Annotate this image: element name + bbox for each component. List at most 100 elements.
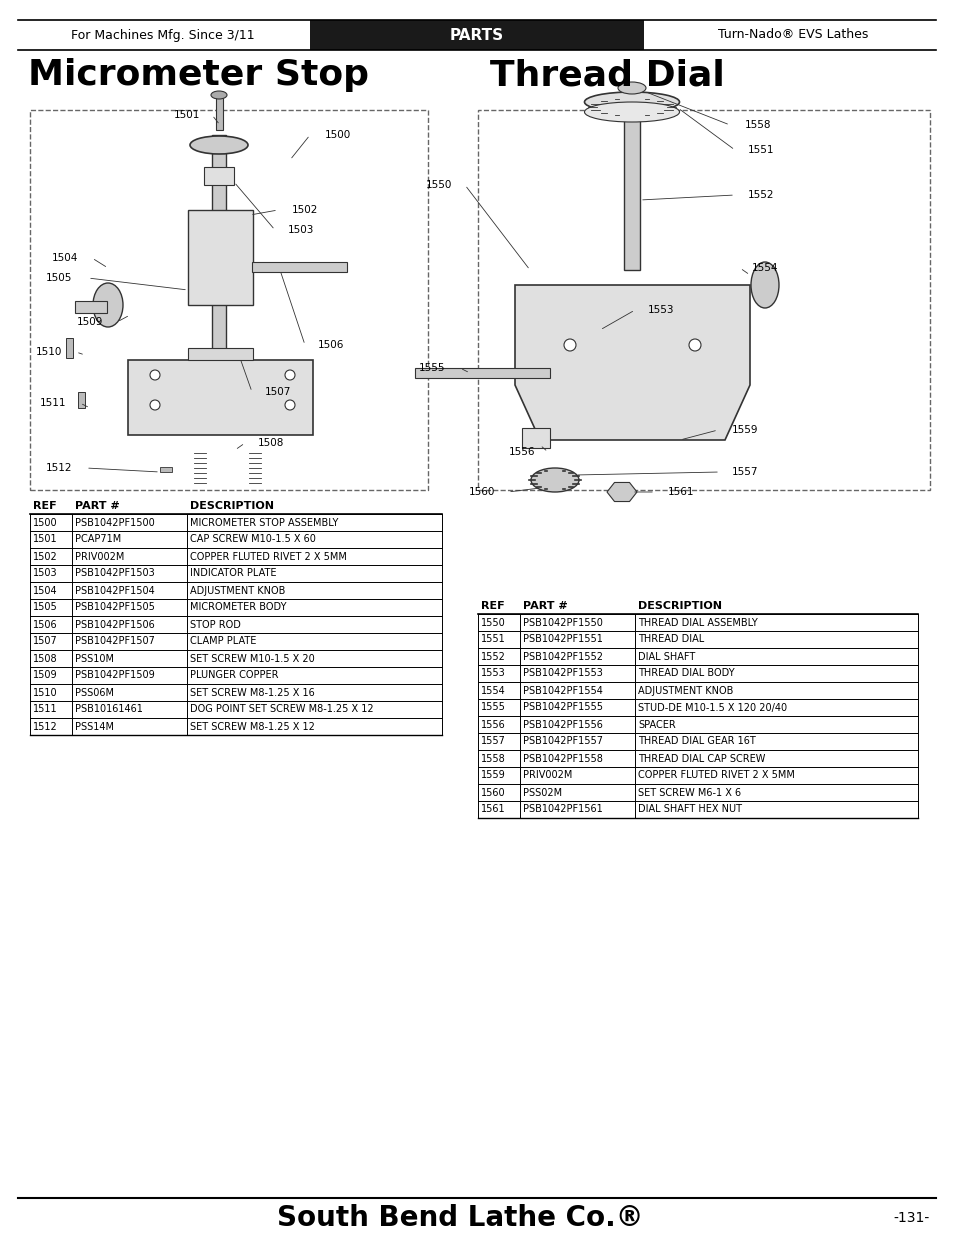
Text: 1560: 1560	[480, 788, 505, 798]
Bar	[188, 348, 253, 359]
Text: PART #: PART #	[75, 501, 120, 511]
Text: PART #: PART #	[522, 601, 567, 611]
Text: 1511: 1511	[39, 398, 66, 408]
Text: 1556: 1556	[480, 720, 505, 730]
Bar	[78, 391, 85, 408]
Text: Micrometer Stop: Micrometer Stop	[28, 58, 369, 91]
Text: 1509: 1509	[76, 317, 103, 327]
Text: PSB10161461: PSB10161461	[75, 704, 143, 715]
Text: 1500: 1500	[33, 517, 57, 527]
Text: CAP SCREW M10-1.5 X 60: CAP SCREW M10-1.5 X 60	[190, 535, 315, 545]
Polygon shape	[515, 285, 749, 440]
Text: COPPER FLUTED RIVET 2 X 5MM: COPPER FLUTED RIVET 2 X 5MM	[190, 552, 347, 562]
Text: THREAD DIAL BODY: THREAD DIAL BODY	[638, 668, 734, 678]
Circle shape	[150, 370, 160, 380]
Text: 1555: 1555	[418, 363, 444, 373]
Text: PSB1042PF1561: PSB1042PF1561	[522, 804, 602, 815]
Text: 1502: 1502	[292, 205, 318, 215]
Text: PSB1042PF1503: PSB1042PF1503	[75, 568, 154, 578]
Bar	[75, 301, 107, 312]
Text: Thread Dial: Thread Dial	[490, 58, 724, 91]
Text: 1501: 1501	[173, 110, 200, 120]
Text: 1555: 1555	[480, 703, 505, 713]
Text: PSB1042PF1509: PSB1042PF1509	[75, 671, 154, 680]
Text: SET SCREW M6-1 X 6: SET SCREW M6-1 X 6	[638, 788, 740, 798]
Circle shape	[563, 338, 576, 351]
Ellipse shape	[584, 103, 679, 122]
Text: THREAD DIAL: THREAD DIAL	[638, 635, 703, 645]
Text: 1559: 1559	[731, 425, 758, 435]
Text: 1507: 1507	[265, 387, 291, 396]
Text: 1552: 1552	[480, 652, 505, 662]
Text: 1501: 1501	[33, 535, 57, 545]
Text: DOG POINT SET SCREW M8-1.25 X 12: DOG POINT SET SCREW M8-1.25 X 12	[190, 704, 374, 715]
Text: 1510: 1510	[35, 347, 62, 357]
Text: 1557: 1557	[731, 467, 758, 477]
Text: CLAMP PLATE: CLAMP PLATE	[190, 636, 256, 646]
Text: PSS14M: PSS14M	[75, 721, 113, 731]
Bar	[215, 91, 223, 130]
Text: 1508: 1508	[33, 653, 57, 663]
Text: DESCRIPTION: DESCRIPTION	[190, 501, 274, 511]
Text: PARTS: PARTS	[450, 27, 503, 42]
Text: PSS02M: PSS02M	[522, 788, 561, 798]
Text: 1508: 1508	[257, 438, 284, 448]
Ellipse shape	[531, 468, 578, 492]
Text: PLUNGER COPPER: PLUNGER COPPER	[190, 671, 278, 680]
Text: For Machines Mfg. Since 3/11: For Machines Mfg. Since 3/11	[71, 28, 254, 42]
Text: 1551: 1551	[747, 144, 774, 156]
Text: DIAL SHAFT HEX NUT: DIAL SHAFT HEX NUT	[638, 804, 741, 815]
Text: THREAD DIAL CAP SCREW: THREAD DIAL CAP SCREW	[638, 753, 764, 763]
Text: 1561: 1561	[667, 487, 694, 496]
Text: SET SCREW M8-1.25 X 16: SET SCREW M8-1.25 X 16	[190, 688, 314, 698]
Text: PSB1042PF1505: PSB1042PF1505	[75, 603, 154, 613]
Text: PSB1042PF1506: PSB1042PF1506	[75, 620, 154, 630]
Text: 1503: 1503	[288, 225, 314, 235]
Bar	[204, 167, 233, 185]
Text: 1551: 1551	[480, 635, 505, 645]
Bar	[310, 20, 643, 49]
Circle shape	[150, 400, 160, 410]
Bar	[188, 210, 253, 305]
Text: 1560: 1560	[468, 487, 495, 496]
Text: 1554: 1554	[751, 263, 778, 273]
Ellipse shape	[750, 262, 779, 308]
Bar	[66, 338, 73, 358]
Text: PSB1042PF1554: PSB1042PF1554	[522, 685, 602, 695]
Text: DESCRIPTION: DESCRIPTION	[638, 601, 721, 611]
Text: 1502: 1502	[33, 552, 58, 562]
Circle shape	[285, 370, 294, 380]
Text: PSB1042PF1507: PSB1042PF1507	[75, 636, 154, 646]
Text: 1550: 1550	[425, 180, 452, 190]
Text: PSB1042PF1500: PSB1042PF1500	[75, 517, 154, 527]
Text: PSB1042PF1558: PSB1042PF1558	[522, 753, 602, 763]
Text: 1558: 1558	[744, 120, 771, 130]
Ellipse shape	[211, 91, 227, 99]
Text: 1504: 1504	[33, 585, 57, 595]
Bar	[212, 135, 226, 350]
Text: 1506: 1506	[317, 340, 344, 350]
Text: 1503: 1503	[33, 568, 57, 578]
Circle shape	[688, 338, 700, 351]
Text: 1509: 1509	[33, 671, 57, 680]
Text: 1512: 1512	[33, 721, 58, 731]
Text: 1553: 1553	[647, 305, 674, 315]
Text: 1512: 1512	[46, 463, 71, 473]
Text: ADJUSTMENT KNOB: ADJUSTMENT KNOB	[638, 685, 733, 695]
Text: 1507: 1507	[33, 636, 58, 646]
Text: -131-: -131-	[893, 1212, 929, 1225]
Text: MICROMETER BODY: MICROMETER BODY	[190, 603, 286, 613]
Text: PSB1042PF1551: PSB1042PF1551	[522, 635, 602, 645]
Ellipse shape	[584, 91, 679, 112]
Text: SPACER: SPACER	[638, 720, 675, 730]
Text: PSB1042PF1504: PSB1042PF1504	[75, 585, 154, 595]
Text: STUD-DE M10-1.5 X 120 20/40: STUD-DE M10-1.5 X 120 20/40	[638, 703, 786, 713]
Circle shape	[285, 400, 294, 410]
Text: PSS06M: PSS06M	[75, 688, 113, 698]
Text: REF: REF	[33, 501, 56, 511]
Text: 1550: 1550	[480, 618, 505, 627]
Text: COPPER FLUTED RIVET 2 X 5MM: COPPER FLUTED RIVET 2 X 5MM	[638, 771, 794, 781]
Text: STOP ROD: STOP ROD	[190, 620, 240, 630]
Text: ADJUSTMENT KNOB: ADJUSTMENT KNOB	[190, 585, 285, 595]
Text: PSS10M: PSS10M	[75, 653, 113, 663]
